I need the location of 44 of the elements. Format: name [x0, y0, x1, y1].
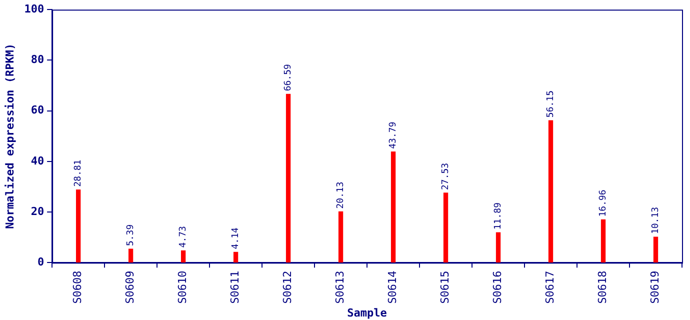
- bar: [286, 94, 291, 263]
- data-label: 27.53: [441, 162, 452, 190]
- x-tick-label: S0614: [386, 270, 400, 304]
- bar: [496, 232, 501, 263]
- x-tick-label: S0611: [228, 270, 242, 304]
- data-label: 20.13: [336, 182, 346, 209]
- bar: [128, 248, 134, 263]
- bar: [233, 252, 238, 263]
- y-tick-label: 40: [30, 154, 44, 168]
- x-tick-label: S0608: [71, 270, 84, 304]
- data-label: 10.13: [651, 206, 662, 234]
- bar: [180, 250, 186, 263]
- data-label: 43.79: [388, 122, 399, 149]
- data-label: 4.73: [178, 226, 189, 248]
- bar: [600, 219, 606, 263]
- y-tick-label: 0: [37, 256, 44, 269]
- bar: [653, 236, 658, 263]
- data-label: 11.89: [494, 202, 504, 230]
- bar: [76, 189, 81, 263]
- y-tick-label: 20: [30, 204, 44, 218]
- data-label: 56.15: [546, 90, 556, 118]
- y-tick-label: 60: [30, 104, 44, 117]
- x-tick-label: S0616: [491, 270, 504, 304]
- y-tick-label: 80: [30, 53, 44, 66]
- x-tick-label: S0617: [544, 270, 557, 304]
- x-tick-label: S0613: [334, 270, 347, 304]
- bar: [548, 120, 554, 263]
- data-label: 4.14: [231, 228, 242, 250]
- data-label: 66.59: [284, 64, 294, 92]
- x-tick-label: S0619: [648, 270, 662, 304]
- x-tick-label: S0609: [124, 270, 137, 304]
- data-label: 16.96: [598, 190, 609, 217]
- x-tick-label: S0615: [438, 270, 452, 304]
- bar: [338, 211, 344, 263]
- x-tick-label: S0610: [176, 270, 190, 304]
- data-label: 5.39: [126, 224, 136, 246]
- x-axis-title: Sample: [347, 306, 388, 320]
- data-label: 28.81: [74, 160, 84, 187]
- x-tick-label: S0612: [281, 270, 294, 304]
- x-tick-label: S0618: [596, 270, 610, 304]
- bar: [443, 192, 448, 263]
- y-tick-label: 100: [24, 2, 44, 16]
- bar: [390, 152, 396, 263]
- y-axis-title: Normalized expression (RPKM): [3, 43, 16, 229]
